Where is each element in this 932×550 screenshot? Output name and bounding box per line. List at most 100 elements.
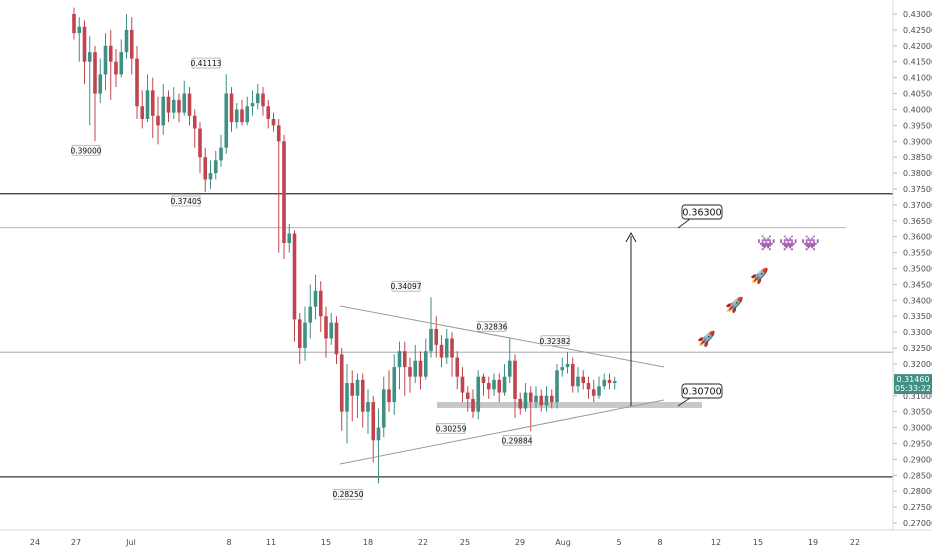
candle-body bbox=[397, 351, 402, 368]
candle-body bbox=[591, 389, 596, 396]
candle bbox=[124, 14, 129, 59]
price-label: 0.41113 bbox=[190, 57, 222, 69]
current-price-box bbox=[894, 374, 932, 395]
candle-body bbox=[114, 61, 118, 75]
candle bbox=[103, 33, 108, 91]
candle-body bbox=[528, 392, 533, 403]
candle bbox=[581, 370, 586, 390]
candle bbox=[476, 370, 481, 420]
candle bbox=[72, 7, 76, 40]
candle-body bbox=[287, 233, 292, 244]
time-tick-label: 12 bbox=[711, 538, 721, 547]
candle-body bbox=[339, 354, 344, 412]
candle-body bbox=[271, 118, 276, 126]
candle bbox=[261, 87, 265, 116]
candle-body bbox=[82, 26, 87, 62]
candle-body bbox=[292, 233, 297, 320]
candle-body bbox=[560, 367, 565, 371]
candle-body bbox=[381, 389, 386, 428]
candle-body bbox=[213, 160, 218, 174]
price-label-text: 0.41113 bbox=[190, 59, 221, 68]
candle-body bbox=[413, 360, 418, 377]
price-label-text: 0.34097 bbox=[390, 282, 421, 291]
candle-body bbox=[276, 125, 281, 142]
candle bbox=[98, 58, 103, 104]
callout: 0.36300 bbox=[677, 204, 723, 229]
candle-body bbox=[497, 379, 502, 393]
candle-body bbox=[350, 383, 355, 396]
candle bbox=[576, 367, 580, 393]
candle bbox=[114, 48, 118, 88]
price-label: 0.34097 bbox=[390, 280, 422, 292]
candle-body bbox=[423, 351, 428, 377]
callout-pointer bbox=[677, 218, 691, 229]
candle-body bbox=[318, 290, 323, 317]
candle bbox=[408, 357, 412, 393]
candle-body bbox=[607, 379, 612, 384]
triangle-lower-line[interactable] bbox=[339, 399, 665, 465]
candle-body bbox=[555, 370, 559, 403]
candle-body bbox=[108, 45, 113, 62]
candle-body bbox=[229, 93, 234, 123]
candle-body bbox=[282, 141, 286, 244]
candle-body bbox=[98, 74, 103, 94]
price-label-text: 0.32836 bbox=[476, 322, 507, 331]
candle bbox=[570, 357, 575, 393]
candle bbox=[171, 87, 176, 119]
candle bbox=[471, 389, 475, 419]
time-tick-label: Aug bbox=[555, 538, 571, 547]
candle-body bbox=[261, 93, 265, 107]
candle-body bbox=[198, 128, 202, 158]
candle-body bbox=[93, 52, 97, 94]
candle bbox=[597, 376, 601, 399]
time-tick-label: 25 bbox=[460, 538, 470, 547]
price-label-text: 0.39000 bbox=[70, 146, 101, 155]
price-label: 0.32836 bbox=[476, 321, 508, 332]
candle bbox=[276, 118, 281, 253]
candle-body bbox=[87, 52, 92, 62]
candle-body bbox=[586, 383, 591, 390]
candle bbox=[82, 20, 87, 84]
candle-body bbox=[402, 351, 407, 368]
price-label: 0.39000 bbox=[70, 144, 102, 156]
candle-body bbox=[439, 344, 444, 358]
candle bbox=[224, 74, 229, 154]
candle-body bbox=[602, 379, 607, 387]
candle bbox=[376, 408, 381, 484]
candle bbox=[245, 96, 250, 126]
candle bbox=[334, 316, 339, 364]
candle-body bbox=[224, 93, 229, 148]
time-tick-label: 22 bbox=[418, 538, 428, 547]
candle bbox=[292, 230, 297, 342]
candle bbox=[308, 284, 313, 339]
time-tick-label: 24 bbox=[30, 538, 40, 547]
candle-body bbox=[597, 386, 601, 396]
candle bbox=[528, 386, 533, 432]
triangle-upper-line[interactable] bbox=[339, 305, 665, 368]
candle-body bbox=[429, 328, 433, 352]
candle-body bbox=[465, 392, 470, 399]
candle-body bbox=[119, 52, 124, 75]
support-zone[interactable] bbox=[437, 402, 702, 408]
candle bbox=[208, 160, 213, 189]
time-axis[interactable]: 24 27 Jul 8 11 15 18 22 25 29 Aug 5 8 12 15 19 22 bbox=[30, 538, 860, 547]
candle bbox=[560, 357, 565, 377]
candle-body bbox=[77, 26, 82, 34]
price-label-box bbox=[391, 280, 421, 292]
candle-body bbox=[581, 376, 586, 384]
price-label: 0.30259 bbox=[435, 423, 467, 434]
